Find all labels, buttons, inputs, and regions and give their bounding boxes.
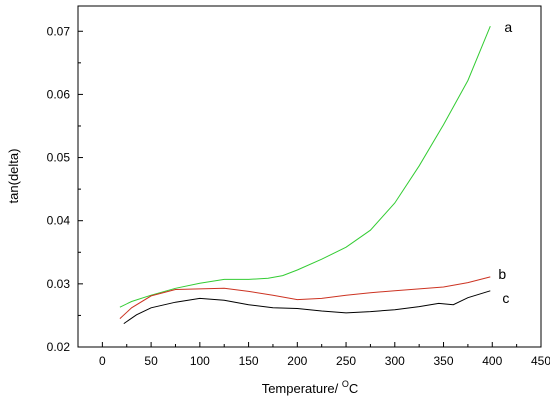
x-tick-label: 200: [287, 354, 307, 368]
x-tick-label: 100: [190, 354, 210, 368]
x-axis-title-superscript: O: [342, 379, 349, 389]
series-line-a: [119, 26, 491, 308]
y-tick-label: 0.03: [47, 277, 71, 291]
x-tick-label: 250: [336, 354, 356, 368]
x-tick-label: 300: [385, 354, 405, 368]
y-tick-label: 0.05: [47, 151, 71, 165]
series-label-c: c: [502, 290, 509, 306]
x-tick-label: 350: [434, 354, 454, 368]
series-line-c: [123, 290, 491, 325]
plot-frame: [77, 5, 542, 348]
x-axis-title-text: Temperature/: [262, 381, 342, 396]
y-axis-ticks: 0.02 0.03 0.04 0.05 0.06 0.07: [47, 24, 83, 354]
y-tick-label: 0.04: [47, 214, 71, 228]
x-tick-label: 400: [482, 354, 502, 368]
y-tick-label: 0.06: [47, 87, 71, 101]
x-tick-label: 50: [144, 354, 158, 368]
y-tick-label: 0.02: [47, 340, 71, 354]
x-axis-title: Temperature/ OC: [262, 379, 359, 396]
x-tick-label: 150: [239, 354, 259, 368]
series-label-a: a: [504, 19, 512, 35]
y-tick-label: 0.07: [47, 24, 71, 38]
x-tick-label: 450: [531, 354, 550, 368]
x-tick-label: 0: [99, 354, 106, 368]
series-lines: [119, 26, 491, 325]
series-labels: a bc: [498, 19, 512, 306]
series-label-b: b: [498, 266, 506, 282]
y-axis-title: tan(delta): [6, 149, 21, 204]
x-axis-title-unit: C: [349, 381, 358, 396]
x-axis-ticks: 0 50 100 150 200 250 300 350 400 450: [99, 342, 550, 368]
series-line-b: [119, 276, 491, 319]
